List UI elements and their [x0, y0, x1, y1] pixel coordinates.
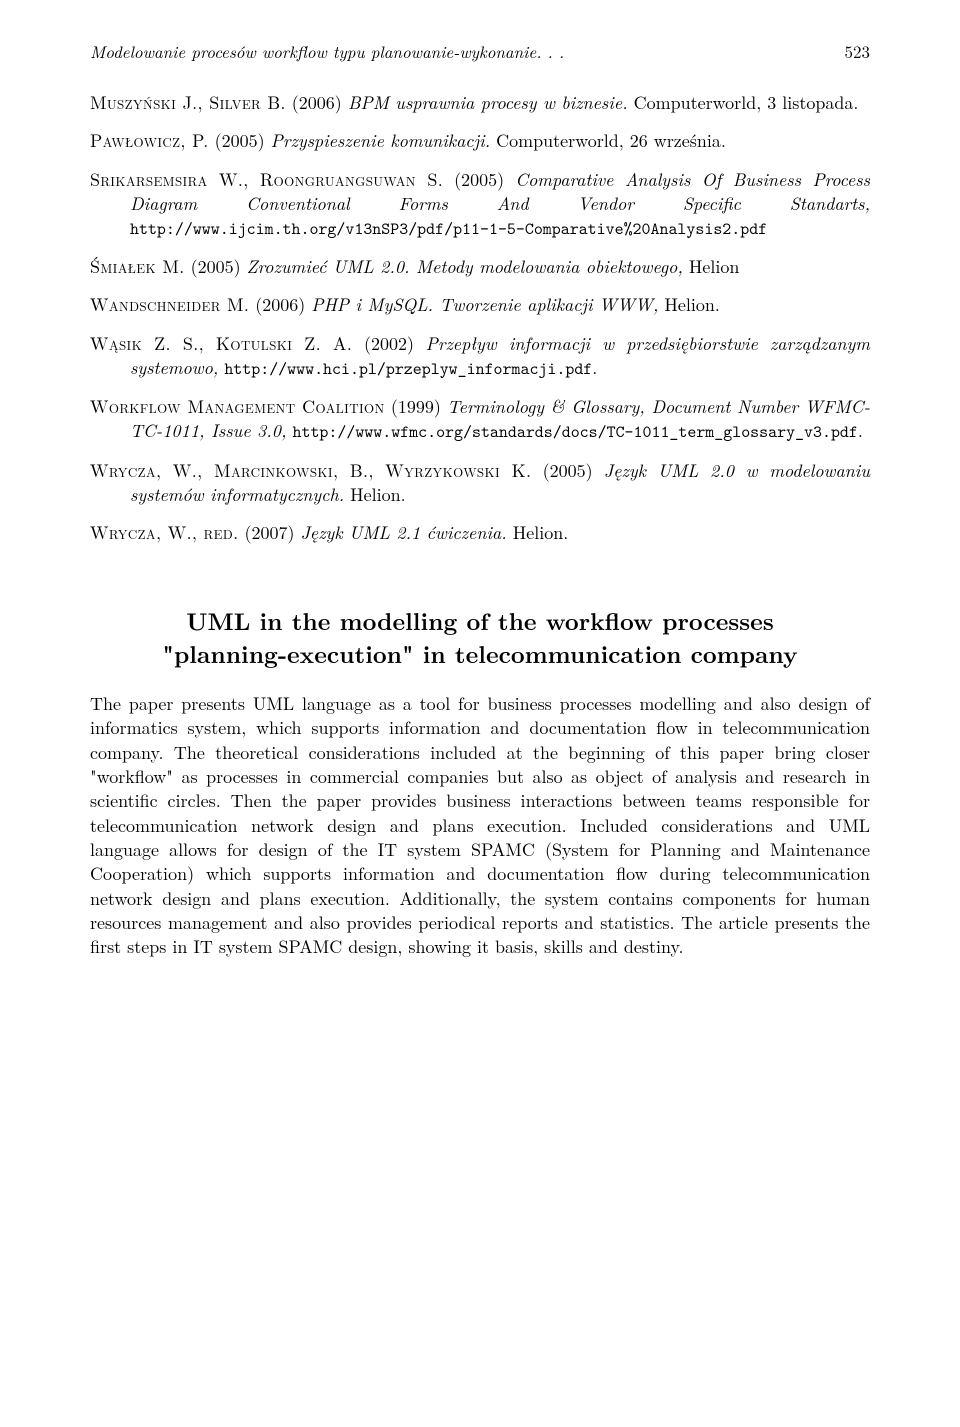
ref-wasik: Wąsik Z. S., Kotulski Z. A. (2002) Przep… — [90, 332, 870, 381]
ref-authors: Srikarsemsira W., Roongruangsuwan S. — [90, 167, 443, 192]
ref-authors: Śmiałek M. — [90, 254, 185, 279]
running-title: Modelowanie procesów workflow typu plano… — [90, 40, 564, 63]
ref-rest: Helion — [683, 254, 740, 279]
ref-wandschneider: Wandschneider M. (2006) PHP i MySQL. Two… — [90, 293, 870, 317]
ref-url: http://www.ijcim.th.org/v13nSP3/pdf/p11-… — [130, 218, 767, 240]
abstract-body: The paper presents UML language as a too… — [90, 692, 870, 959]
ref-wrycza-2007: Wrycza, W., red. (2007) Język UML 2.1 ćw… — [90, 521, 870, 545]
ref-title: Język UML 2.1 ćwiczenia. — [300, 520, 506, 545]
ref-rest: Helion. — [507, 520, 569, 545]
ref-authors: Wrycza, W., red. — [90, 520, 238, 545]
ref-muszynski: Muszyński J., Silver B. (2006) BPM uspra… — [90, 91, 870, 115]
ref-authors: Workflow Management Coalition — [90, 394, 385, 419]
ref-year: (2005) — [543, 458, 593, 483]
ref-authors: Wąsik Z. S., Kotulski Z. A. — [90, 331, 352, 356]
ref-rest: Computerworld, 26 września. — [490, 128, 726, 153]
ref-wrycza-2005: Wrycza, W., Marcinkowski, B., Wyrzykowsk… — [90, 459, 870, 508]
ref-authors: Wrycza, W., Marcinkowski, B., Wyrzykowsk… — [90, 458, 531, 483]
ref-year: (2006) — [292, 90, 342, 115]
ref-title: Przyspieszenie komunikacji. — [271, 128, 491, 153]
ref-year: (2005) — [191, 254, 241, 279]
ref-smialek: Śmiałek M. (2005) Zrozumieć UML 2.0. Met… — [90, 255, 870, 279]
ref-year: (2007) — [244, 520, 294, 545]
ref-title: Zrozumieć UML 2.0. Metody modelowania ob… — [247, 254, 683, 279]
ref-year: (1999) — [391, 394, 441, 419]
running-header: Modelowanie procesów workflow typu plano… — [90, 40, 870, 63]
ref-rest: Helion. — [658, 292, 720, 317]
ref-year: (2005) — [215, 128, 265, 153]
ref-pawlowicz: Pawłowicz, P. (2005) Przyspieszenie komu… — [90, 129, 870, 153]
abstract-title-line2: "planning-execution" in telecommunicatio… — [162, 637, 797, 671]
ref-title: BPM usprawnia procesy w biznesie. — [348, 90, 628, 115]
ref-year: (2005) — [454, 167, 504, 192]
ref-year: (2002) — [364, 331, 414, 356]
ref-authors: Wandschneider M. — [90, 292, 249, 317]
ref-dot: . — [592, 355, 597, 380]
abstract-title: UML in the modelling of the workflow pro… — [90, 605, 870, 670]
ref-url: http://www.wfmc.org/standards/docs/TC-10… — [293, 421, 858, 443]
ref-wfmc: Workflow Management Coalition (1999) Ter… — [90, 395, 870, 444]
ref-year: (2006) — [255, 292, 305, 317]
ref-rest: Helion. — [344, 482, 406, 507]
ref-srikarsemsira: Srikarsemsira W., Roongruangsuwan S. (20… — [90, 168, 870, 242]
ref-authors: Pawłowicz, P. — [90, 128, 209, 153]
ref-dot: . — [858, 418, 863, 443]
ref-title: PHP i MySQL. Tworzenie aplikacji WWW, — [311, 292, 658, 317]
ref-url: http://www.hci.pl/przeplyw_informacji.pd… — [224, 358, 592, 380]
page-number: 523 — [845, 40, 871, 63]
ref-authors: Muszyński J., Silver B. — [90, 90, 286, 115]
ref-rest: Computerworld, 3 listopada. — [628, 90, 859, 115]
abstract-title-line1: UML in the modelling of the workflow pro… — [186, 604, 773, 638]
